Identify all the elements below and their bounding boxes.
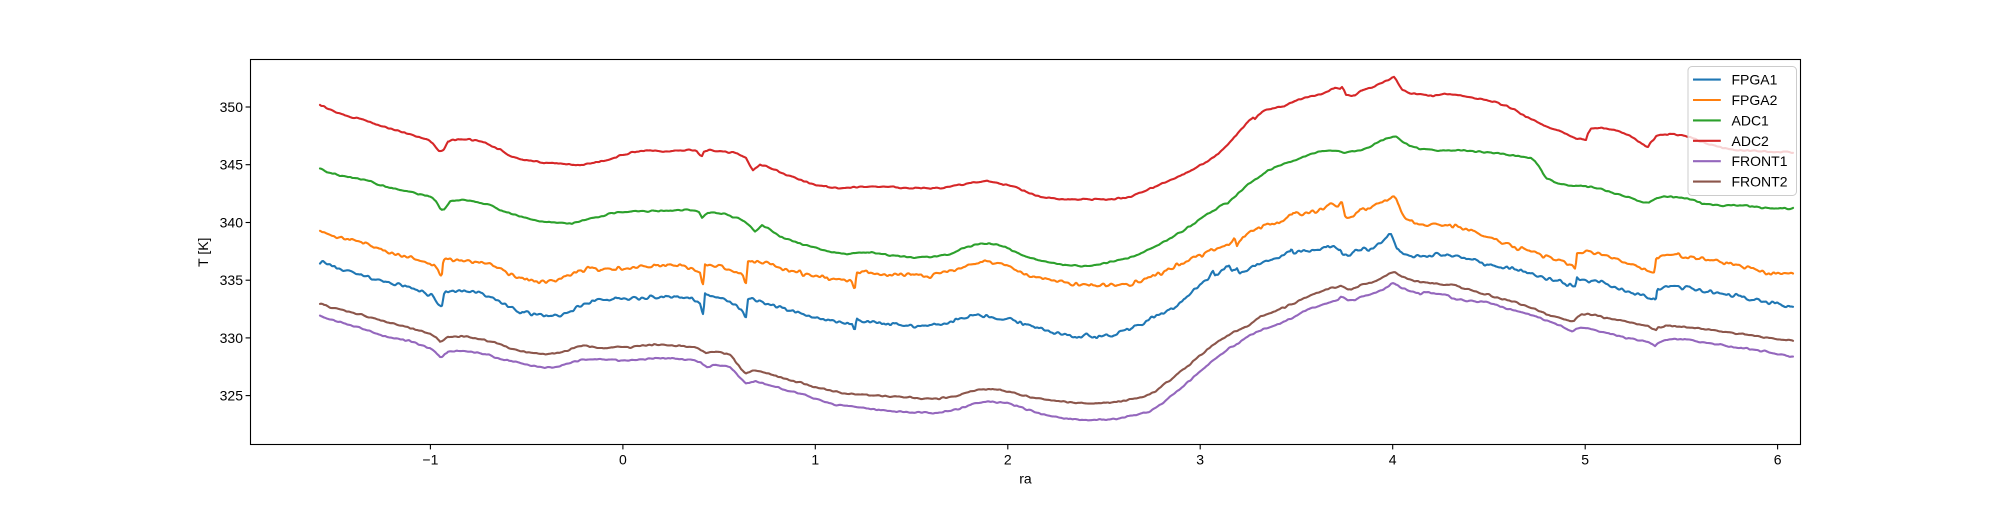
svg-text:T [K]: T [K] bbox=[195, 238, 211, 267]
svg-text:ra: ra bbox=[1019, 471, 1032, 487]
svg-text:ADC1: ADC1 bbox=[1732, 112, 1770, 128]
svg-text:ADC2: ADC2 bbox=[1732, 133, 1770, 149]
svg-text:335: 335 bbox=[220, 272, 244, 288]
svg-text:325: 325 bbox=[220, 388, 244, 404]
svg-text:1: 1 bbox=[811, 452, 819, 468]
svg-text:2: 2 bbox=[1004, 452, 1012, 468]
svg-text:350: 350 bbox=[220, 99, 244, 115]
svg-text:5: 5 bbox=[1581, 452, 1589, 468]
svg-text:340: 340 bbox=[220, 215, 244, 231]
svg-text:FPGA1: FPGA1 bbox=[1732, 72, 1778, 88]
svg-text:6: 6 bbox=[1774, 452, 1782, 468]
svg-text:FRONT1: FRONT1 bbox=[1732, 153, 1788, 169]
svg-text:0: 0 bbox=[619, 452, 627, 468]
svg-text:330: 330 bbox=[220, 330, 244, 346]
svg-text:345: 345 bbox=[220, 157, 244, 173]
svg-text:FRONT2: FRONT2 bbox=[1732, 174, 1788, 190]
svg-text:FPGA2: FPGA2 bbox=[1732, 92, 1778, 108]
svg-text:−1: −1 bbox=[422, 452, 438, 468]
svg-text:3: 3 bbox=[1196, 452, 1204, 468]
svg-text:4: 4 bbox=[1389, 452, 1397, 468]
